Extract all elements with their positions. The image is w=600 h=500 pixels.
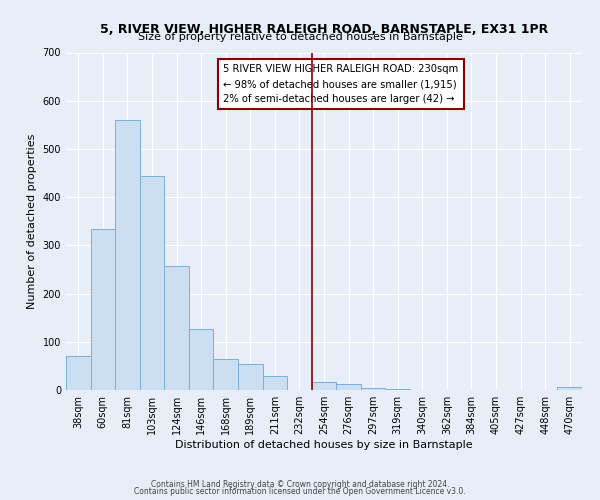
- Bar: [385, 388, 410, 390]
- Bar: [164, 266, 189, 390]
- Bar: [336, 384, 361, 390]
- Text: Size of property relative to detached houses in Barnstaple: Size of property relative to detached ho…: [137, 32, 463, 42]
- Bar: [312, 382, 336, 390]
- X-axis label: Distribution of detached houses by size in Barnstaple: Distribution of detached houses by size …: [175, 440, 473, 450]
- Bar: [66, 356, 91, 390]
- Bar: [238, 364, 263, 390]
- Bar: [214, 358, 238, 390]
- Y-axis label: Number of detached properties: Number of detached properties: [27, 134, 37, 309]
- Bar: [263, 376, 287, 390]
- Bar: [91, 230, 115, 390]
- Bar: [140, 176, 164, 390]
- Title: 5, RIVER VIEW, HIGHER RALEIGH ROAD, BARNSTAPLE, EX31 1PR: 5, RIVER VIEW, HIGHER RALEIGH ROAD, BARN…: [100, 23, 548, 36]
- Text: Contains HM Land Registry data © Crown copyright and database right 2024.: Contains HM Land Registry data © Crown c…: [151, 480, 449, 489]
- Bar: [115, 120, 140, 390]
- Bar: [557, 386, 582, 390]
- Bar: [361, 388, 385, 390]
- Bar: [189, 329, 214, 390]
- Text: Contains public sector information licensed under the Open Government Licence v3: Contains public sector information licen…: [134, 488, 466, 496]
- Text: 5 RIVER VIEW HIGHER RALEIGH ROAD: 230sqm
← 98% of detached houses are smaller (1: 5 RIVER VIEW HIGHER RALEIGH ROAD: 230sqm…: [223, 64, 458, 104]
